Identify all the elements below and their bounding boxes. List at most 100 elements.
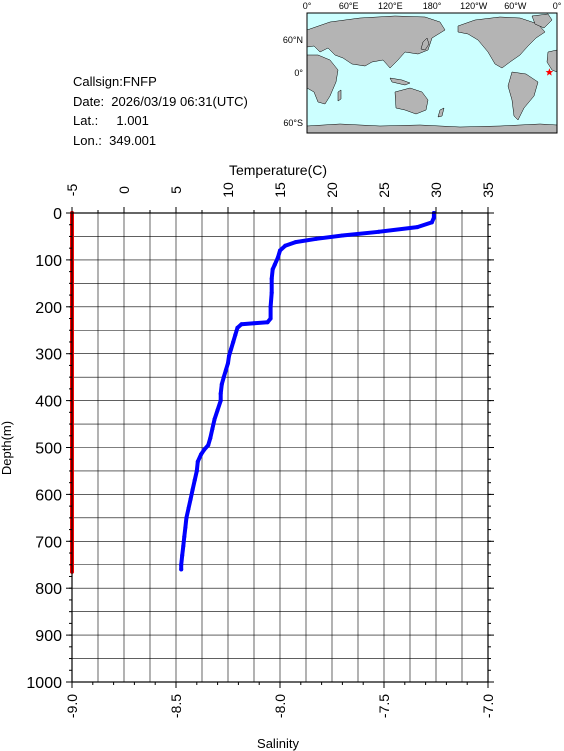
map-frame (306, 12, 558, 134)
y-tick-label: 300 (35, 347, 62, 364)
data-point-temperature (227, 354, 231, 358)
land-japan (420, 37, 430, 51)
data-point-temperature (183, 525, 188, 530)
longitude-text: Lon.: 349.001 (73, 132, 157, 148)
data-point-temperature (265, 320, 270, 325)
y-tick-label: 400 (35, 394, 62, 411)
data-point-temperature (269, 276, 274, 281)
data-point-temperature (181, 544, 186, 548)
data-point-temperature (184, 515, 189, 520)
land-south-america (507, 71, 539, 121)
data-point-temperature (210, 426, 215, 431)
top-axis-label: Temperature(C) (229, 162, 327, 178)
map-lon-label: 0° (553, 1, 562, 11)
data-point-temperature (283, 243, 288, 248)
top-tick-label: 20 (324, 182, 340, 198)
bottom-tick-label: -9.0 (64, 694, 80, 718)
data-point-temperature (212, 417, 217, 422)
data-point-temperature (179, 562, 184, 567)
data-point-temperature (231, 340, 236, 344)
map-lon-label: 120°E (378, 1, 403, 11)
data-point-temperature (218, 391, 223, 396)
data-point-temperature (431, 215, 436, 220)
land-africa-east (306, 54, 339, 105)
data-point-temperature (180, 553, 185, 558)
y-tick-label: 900 (35, 628, 62, 645)
map-lat-label: 0° (294, 68, 303, 78)
data-point-temperature (252, 321, 256, 326)
y-tick-label: 700 (35, 534, 62, 551)
data-point-temperature (218, 398, 223, 403)
data-point-temperature (239, 322, 244, 327)
data-point-temperature (226, 361, 230, 366)
data-point-temperature (186, 506, 191, 511)
bottom-tick-label: -7.0 (480, 694, 496, 718)
data-point-temperature (235, 325, 240, 330)
data-point-temperature (415, 225, 420, 230)
map-lon-label: 180° (423, 1, 442, 11)
y-tick-label: 0 (53, 206, 62, 223)
top-tick-label: 10 (220, 182, 236, 198)
data-point-temperature (293, 240, 298, 245)
data-point-temperature (233, 332, 238, 337)
data-point-temperature (272, 262, 277, 267)
data-point-temperature (376, 229, 381, 234)
y-tick-label: 600 (35, 487, 62, 504)
data-point-temperature (269, 290, 274, 295)
map-lon-label: 0° (303, 1, 312, 11)
y-tick-label: 100 (35, 253, 62, 270)
top-tick-label: 0 (116, 186, 132, 194)
bottom-tick-label: -8.0 (272, 694, 288, 718)
y-tick-label: 200 (35, 300, 62, 317)
y-tick-label: 800 (35, 581, 62, 598)
top-tick-label: -5 (64, 184, 80, 197)
data-point-temperature (188, 497, 193, 502)
top-tick-label: 30 (428, 182, 444, 198)
map-lon-label: 120°W (460, 1, 488, 11)
data-point-temperature (194, 469, 199, 473)
series-line-temperature (179, 211, 436, 572)
data-point-temperature (270, 267, 275, 272)
y-tick-label: 1000 (26, 675, 62, 692)
data-point-temperature (268, 316, 273, 321)
data-point-temperature (429, 220, 434, 225)
data-point-temperature (275, 255, 280, 260)
top-tick-label: 25 (376, 182, 392, 198)
data-point-temperature (278, 248, 282, 253)
data-point-temperature (219, 382, 224, 387)
data-point-temperature (229, 347, 234, 351)
data-point-temperature (195, 459, 200, 464)
callsign-text: Callsign:FNFP (73, 74, 157, 89)
data-point-temperature (340, 233, 345, 238)
y-tick-label: 500 (35, 441, 62, 458)
data-point-temperature (314, 236, 319, 241)
station-info: Callsign:FNFP Date: 2026/03/19 06:31(UTC… (73, 72, 248, 150)
station-marker-star (545, 68, 554, 76)
date-text: Date: 2026/03/19 06:31(UTC) (73, 93, 248, 109)
map-lon-label: 60°E (339, 1, 359, 11)
land-north-america (457, 16, 546, 69)
land-australia (394, 87, 429, 115)
land-new-zealand (437, 107, 445, 118)
land-eurasia (306, 15, 446, 69)
map-lat-label: 60°N (283, 35, 303, 45)
data-point-temperature (202, 447, 207, 452)
data-point-temperature (192, 478, 197, 483)
bottom-tick-label: -7.5 (376, 694, 392, 718)
bottom-axis-label: Salinity (257, 736, 299, 751)
bottom-tick-label: -8.5 (168, 694, 184, 718)
data-point-temperature (215, 408, 220, 412)
top-tick-label: 5 (168, 186, 184, 194)
data-point-temperature (221, 375, 226, 380)
map-land (306, 13, 558, 134)
data-point-temperature (199, 452, 203, 457)
land-indonesia (389, 77, 411, 86)
data-point-temperature (208, 436, 213, 441)
top-tick-label: 35 (480, 182, 496, 198)
land-africa-west (546, 49, 558, 73)
world-map: 0° 60°E 120°E 180° 120°W 60°W 0° 60°N 0° 60°S (283, 1, 562, 134)
y-axis-label: Depth(m) (0, 421, 14, 475)
map-lat-label: 60°S (283, 118, 303, 128)
data-point-temperature (206, 443, 211, 448)
